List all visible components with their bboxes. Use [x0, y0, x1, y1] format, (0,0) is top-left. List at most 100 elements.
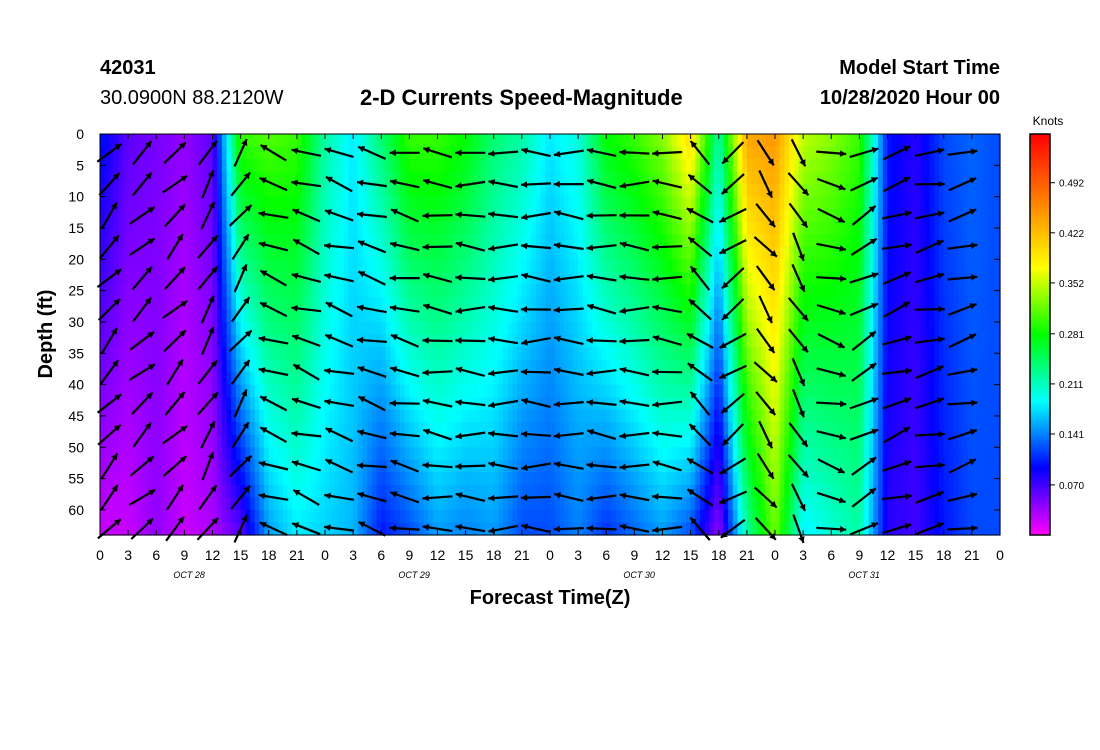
heatmap-cell — [671, 434, 678, 448]
heatmap-cell — [329, 246, 335, 260]
heatmap-cell — [648, 409, 654, 423]
heatmap-cell — [207, 146, 214, 160]
heatmap-cell — [798, 146, 804, 160]
heatmap-cell — [775, 259, 781, 273]
heatmap-cell — [732, 234, 739, 248]
heatmap-cell — [681, 209, 687, 223]
heatmap-cell — [437, 359, 443, 373]
heatmap-cell — [526, 296, 532, 311]
heatmap-cell — [578, 159, 584, 173]
heatmap-cell — [629, 347, 635, 361]
heatmap-cell — [676, 372, 682, 386]
heatmap-cell — [381, 284, 387, 298]
heatmap-cell — [625, 397, 631, 411]
heatmap-cell — [418, 359, 425, 373]
heatmap-cell — [714, 522, 720, 536]
heatmap-cell — [329, 259, 335, 273]
heatmap-cell — [151, 221, 157, 235]
heatmap-cell — [109, 422, 115, 436]
heatmap-cell — [582, 271, 589, 285]
heatmap-cell — [671, 309, 678, 323]
heatmap-cell — [503, 171, 509, 185]
heatmap-cell — [498, 196, 504, 210]
heatmap-cell — [329, 334, 335, 348]
heatmap-cell — [198, 522, 204, 536]
heatmap-cell — [479, 522, 485, 536]
heatmap-cell — [367, 284, 373, 298]
heatmap-cell — [310, 309, 317, 323]
heatmap-cell — [287, 234, 293, 248]
heatmap-cell — [442, 384, 448, 398]
heatmap-cell — [231, 134, 237, 148]
heatmap-cell — [142, 271, 148, 285]
heatmap-cell — [100, 497, 106, 511]
heatmap-cell — [156, 284, 162, 298]
heatmap-cell — [273, 221, 279, 235]
heatmap-cell — [779, 397, 785, 411]
heatmap-cell — [681, 271, 687, 285]
heatmap-cell — [657, 284, 664, 298]
heatmap-cell — [634, 447, 640, 461]
heatmap-cell — [137, 359, 143, 373]
heatmap-cell — [601, 196, 607, 210]
heatmap-cell — [526, 397, 532, 411]
heatmap-cell — [498, 472, 504, 486]
heatmap-cell — [756, 321, 762, 336]
heatmap-cell — [104, 484, 110, 499]
heatmap-cell — [212, 422, 218, 436]
heatmap-cell — [118, 497, 125, 511]
heatmap-cell — [395, 171, 401, 185]
heatmap-cell — [343, 296, 350, 311]
heatmap-cell — [625, 246, 631, 260]
heatmap-cell — [690, 472, 696, 486]
heatmap-cell — [489, 497, 495, 511]
heatmap-cell — [334, 422, 340, 436]
heatmap-cell — [681, 309, 687, 323]
heatmap-cell — [714, 234, 720, 248]
heatmap-cell — [620, 284, 626, 298]
heatmap-cell — [240, 384, 246, 398]
heatmap-cell — [353, 284, 359, 298]
heatmap-cell — [742, 422, 748, 436]
heatmap-cell — [348, 472, 354, 486]
heatmap-cell — [587, 509, 593, 524]
heatmap-cell — [151, 397, 157, 411]
heatmap-cell — [545, 321, 551, 336]
heatmap-cell — [507, 497, 514, 511]
heatmap-cell — [475, 422, 481, 436]
heatmap-cell — [292, 184, 298, 198]
heatmap-cell — [137, 522, 143, 536]
heatmap-cell — [798, 334, 804, 348]
heatmap-cell — [807, 296, 814, 311]
heatmap-cell — [690, 284, 696, 298]
heatmap-cell — [175, 221, 181, 235]
heatmap-cell — [193, 234, 200, 248]
heatmap-cell — [428, 522, 434, 536]
heatmap-cell — [320, 246, 326, 260]
heatmap-cell — [198, 334, 204, 348]
heatmap-cell — [442, 372, 448, 386]
heatmap-cell — [573, 146, 579, 160]
heatmap-cell — [615, 134, 621, 148]
heatmap-cell — [264, 372, 270, 386]
heatmap-cell — [268, 159, 275, 173]
heatmap-cell — [371, 184, 378, 198]
heatmap-cell — [226, 484, 232, 499]
heatmap-cell — [418, 422, 425, 436]
heatmap-cell — [400, 134, 406, 148]
heatmap-cell — [170, 384, 176, 398]
heatmap-cell — [254, 221, 260, 235]
heatmap-cell — [132, 497, 139, 511]
heatmap-cell — [512, 321, 518, 336]
heatmap-cell — [507, 509, 514, 524]
heatmap-cell — [582, 347, 589, 361]
heatmap-cell — [296, 221, 303, 235]
heatmap-cell — [535, 159, 542, 173]
heatmap-cell — [165, 184, 171, 198]
heatmap-cell — [273, 434, 279, 448]
heatmap-cell — [821, 459, 828, 473]
heatmap-cell — [259, 359, 265, 373]
heatmap-cell — [245, 459, 251, 473]
heatmap-cell — [784, 171, 790, 185]
heatmap-cell — [109, 184, 115, 198]
